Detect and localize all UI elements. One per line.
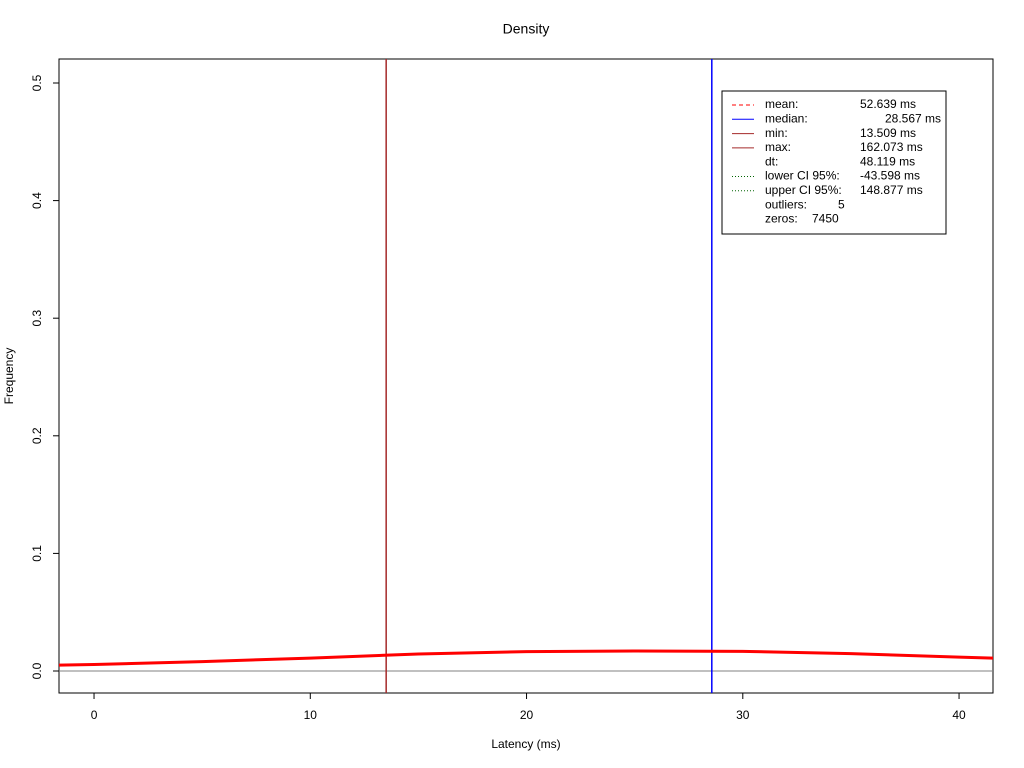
x-tick-label: 10	[304, 708, 318, 722]
x-tick-label: 0	[91, 708, 98, 722]
x-axis-label: Latency (ms)	[491, 737, 560, 751]
legend-label: dt:	[765, 154, 778, 168]
legend-label: lower CI 95%:	[765, 169, 840, 183]
legend-label: min:	[765, 126, 788, 140]
legend-label: mean:	[765, 97, 798, 111]
y-axis-label: Frequency	[2, 348, 16, 405]
legend-value: 148.877 ms	[860, 183, 923, 197]
legend-value: 48.119 ms	[860, 154, 915, 168]
legend-value: 13.509 ms	[860, 126, 916, 140]
legend-value: 5	[838, 197, 845, 211]
legend-label: outliers:	[765, 197, 807, 211]
y-tick-label: 0.4	[30, 192, 44, 209]
legend-value: 7450	[812, 212, 839, 226]
density-line	[58, 649, 994, 667]
legend-label: upper CI 95%:	[765, 183, 842, 197]
legend-box	[721, 90, 947, 235]
legend-label: zeros:	[765, 212, 798, 226]
y-tick-label: 0.5	[30, 74, 44, 91]
y-tick-label: 0.0	[30, 662, 44, 679]
plot-frame	[58, 58, 994, 694]
legend-label: max:	[765, 140, 791, 154]
x-tick-label: 40	[952, 708, 966, 722]
legend-value: 52.639 ms	[860, 97, 916, 111]
legend-value: 28.567 ms	[885, 111, 941, 125]
chart-title: Density	[503, 21, 550, 37]
y-tick-label: 0.2	[30, 427, 44, 444]
legend-label: median:	[765, 111, 808, 125]
legend-value: -43.598 ms	[860, 169, 920, 183]
x-tick-label: 30	[736, 708, 750, 722]
legend-value: 162.073 ms	[860, 140, 923, 154]
x-tick-label: 20	[520, 708, 534, 722]
y-tick-label: 0.1	[30, 545, 44, 562]
y-tick-label: 0.3	[30, 310, 44, 327]
legend: mean: 52.639 ms median: 28.567 ms min: 13.509…	[721, 90, 947, 235]
